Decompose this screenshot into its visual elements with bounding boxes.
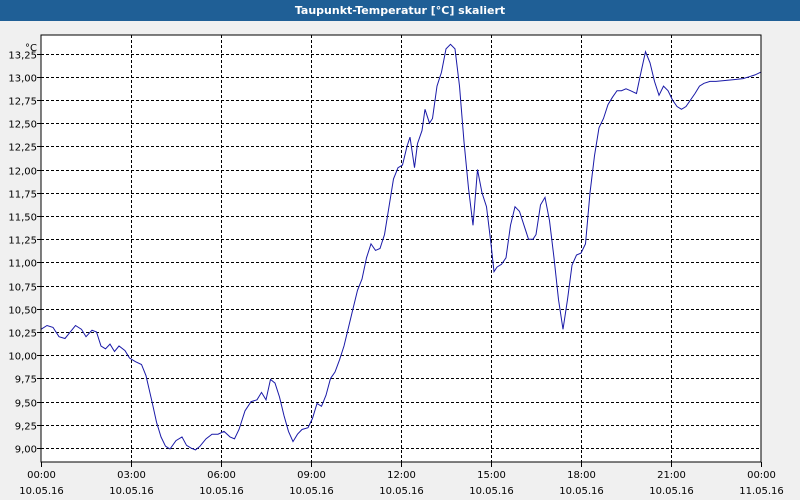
y-tick-label: 10,75 [8,283,37,294]
y-tick-label: 10,50 [8,306,37,317]
y-tick-label: 9,25 [15,422,37,433]
x-tick-date-label: 10.05.16 [109,486,154,497]
y-tick-label: 9,00 [15,445,37,456]
y-axis-ticks: 9,00 9,25 9,50 9,75 10,00 10,25 10,50 10,75 11,0… [8,51,41,456]
y-tick-label: 13,00 [8,74,37,85]
y-axis-unit-label: °C [25,43,37,54]
x-tick-time-label: 18:00 [567,470,596,481]
y-tick-label: 11,75 [8,190,37,201]
y-tick-label: 12,25 [8,143,37,154]
x-tick-date-label: 10.05.16 [649,486,694,497]
x-tick-time-label: 00:00 [27,470,56,481]
x-tick-time-label: 03:00 [117,470,146,481]
y-tick-label: 11,50 [8,213,37,224]
y-tick-label: 12,00 [8,167,37,178]
grid-lines [41,35,761,462]
y-tick-label: 10,00 [8,352,37,363]
y-tick-label: 11,25 [8,236,37,247]
x-tick-date-label: 10.05.16 [469,486,514,497]
window-title: Taupunkt-Temperatur [°C] skaliert [0,0,800,21]
x-tick-time-label: 15:00 [477,470,506,481]
x-tick-time-label: 06:00 [207,470,236,481]
y-tick-label: 11,00 [8,259,37,270]
x-axis-ticks: 00:00 10.05.16 03:00 10.05.16 06:00 10.05.16 0… [19,462,784,497]
x-tick-time-label: 09:00 [297,470,326,481]
y-tick-label: 13,25 [8,51,37,62]
x-tick-time-label: 00:00 [747,470,776,481]
x-tick-time-label: 12:00 [387,470,416,481]
x-tick-date-label: 10.05.16 [19,486,64,497]
y-tick-label: 12,50 [8,120,37,131]
x-tick-date-label: 10.05.16 [379,486,424,497]
y-tick-label: 10,25 [8,329,37,340]
y-tick-label: 9,75 [15,375,37,386]
plot-border [40,34,762,463]
x-tick-date-label: 11.05.16 [739,486,784,497]
x-tick-date-label: 10.05.16 [199,486,244,497]
x-tick-date-label: 10.05.16 [559,486,604,497]
y-tick-label: 9,50 [15,399,37,410]
y-tick-label: 12,75 [8,97,37,108]
x-tick-date-label: 10.05.16 [289,486,334,497]
x-tick-time-label: 21:00 [657,470,686,481]
series-line [40,43,762,451]
dewpoint-chart: 9,00 9,25 9,50 9,75 10,00 10,25 10,50 10,75 11,0… [8,34,784,497]
